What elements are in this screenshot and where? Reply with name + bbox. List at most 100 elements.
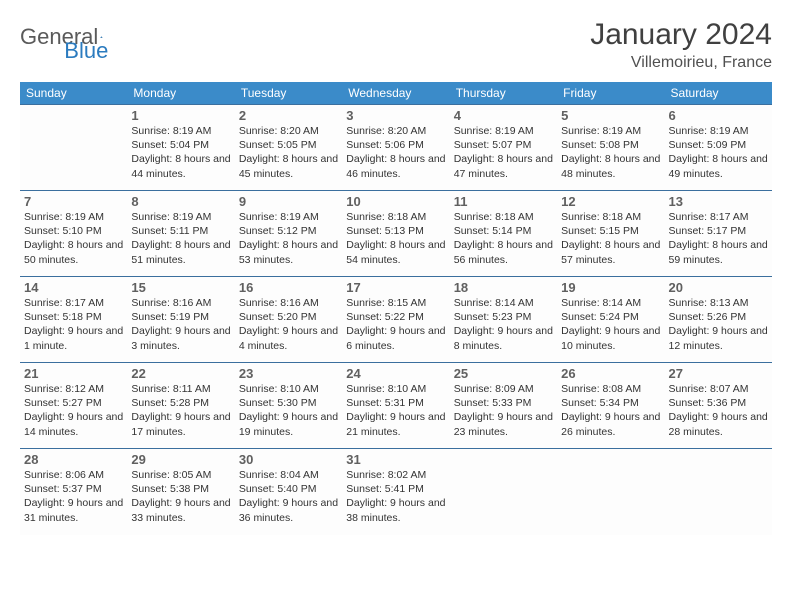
weekday-header: Wednesday [342,82,449,105]
day-info: Sunrise: 8:04 AMSunset: 5:40 PMDaylight:… [239,468,338,525]
header: General Blue January 2024 Villemoirieu, … [20,18,772,72]
calendar-day-cell: 14Sunrise: 8:17 AMSunset: 5:18 PMDayligh… [20,277,127,363]
day-info: Sunrise: 8:20 AMSunset: 5:06 PMDaylight:… [346,124,445,181]
day-info: Sunrise: 8:14 AMSunset: 5:24 PMDaylight:… [561,296,660,353]
day-info: Sunrise: 8:17 AMSunset: 5:17 PMDaylight:… [669,210,768,267]
day-number: 17 [346,280,445,295]
calendar-day-cell [20,105,127,191]
calendar-day-cell: 28Sunrise: 8:06 AMSunset: 5:37 PMDayligh… [20,449,127,535]
day-info: Sunrise: 8:18 AMSunset: 5:14 PMDaylight:… [454,210,553,267]
calendar-day-cell: 31Sunrise: 8:02 AMSunset: 5:41 PMDayligh… [342,449,449,535]
title-block: January 2024 Villemoirieu, France [590,18,772,72]
day-number: 18 [454,280,553,295]
day-number: 9 [239,194,338,209]
calendar-day-cell: 19Sunrise: 8:14 AMSunset: 5:24 PMDayligh… [557,277,664,363]
calendar-week-row: 21Sunrise: 8:12 AMSunset: 5:27 PMDayligh… [20,363,772,449]
calendar-day-cell: 30Sunrise: 8:04 AMSunset: 5:40 PMDayligh… [235,449,342,535]
day-number: 1 [131,108,230,123]
calendar-day-cell: 4Sunrise: 8:19 AMSunset: 5:07 PMDaylight… [450,105,557,191]
day-info: Sunrise: 8:19 AMSunset: 5:04 PMDaylight:… [131,124,230,181]
day-number: 8 [131,194,230,209]
day-info: Sunrise: 8:17 AMSunset: 5:18 PMDaylight:… [24,296,123,353]
day-info: Sunrise: 8:12 AMSunset: 5:27 PMDaylight:… [24,382,123,439]
day-number: 12 [561,194,660,209]
day-info: Sunrise: 8:16 AMSunset: 5:19 PMDaylight:… [131,296,230,353]
day-info: Sunrise: 8:06 AMSunset: 5:37 PMDaylight:… [24,468,123,525]
calendar-day-cell: 8Sunrise: 8:19 AMSunset: 5:11 PMDaylight… [127,191,234,277]
calendar-day-cell: 29Sunrise: 8:05 AMSunset: 5:38 PMDayligh… [127,449,234,535]
day-number: 15 [131,280,230,295]
day-info: Sunrise: 8:13 AMSunset: 5:26 PMDaylight:… [669,296,768,353]
day-info: Sunrise: 8:18 AMSunset: 5:15 PMDaylight:… [561,210,660,267]
day-number: 28 [24,452,123,467]
calendar-week-row: 1Sunrise: 8:19 AMSunset: 5:04 PMDaylight… [20,105,772,191]
day-info: Sunrise: 8:15 AMSunset: 5:22 PMDaylight:… [346,296,445,353]
day-number: 26 [561,366,660,381]
day-info: Sunrise: 8:09 AMSunset: 5:33 PMDaylight:… [454,382,553,439]
calendar-day-cell: 25Sunrise: 8:09 AMSunset: 5:33 PMDayligh… [450,363,557,449]
day-number: 23 [239,366,338,381]
logo: General Blue [20,24,170,50]
day-info: Sunrise: 8:07 AMSunset: 5:36 PMDaylight:… [669,382,768,439]
day-number: 11 [454,194,553,209]
calendar-day-cell: 7Sunrise: 8:19 AMSunset: 5:10 PMDaylight… [20,191,127,277]
day-number: 30 [239,452,338,467]
calendar-day-cell: 6Sunrise: 8:19 AMSunset: 5:09 PMDaylight… [665,105,772,191]
weekday-header: Monday [127,82,234,105]
day-number: 6 [669,108,768,123]
day-number: 27 [669,366,768,381]
day-info: Sunrise: 8:05 AMSunset: 5:38 PMDaylight:… [131,468,230,525]
calendar-day-cell: 16Sunrise: 8:16 AMSunset: 5:20 PMDayligh… [235,277,342,363]
page-title: January 2024 [590,18,772,52]
day-number: 4 [454,108,553,123]
weekday-header: Sunday [20,82,127,105]
day-number: 7 [24,194,123,209]
calendar-day-cell [450,449,557,535]
day-info: Sunrise: 8:18 AMSunset: 5:13 PMDaylight:… [346,210,445,267]
calendar-day-cell: 21Sunrise: 8:12 AMSunset: 5:27 PMDayligh… [20,363,127,449]
day-number: 14 [24,280,123,295]
day-info: Sunrise: 8:20 AMSunset: 5:05 PMDaylight:… [239,124,338,181]
day-info: Sunrise: 8:10 AMSunset: 5:30 PMDaylight:… [239,382,338,439]
calendar-day-cell: 20Sunrise: 8:13 AMSunset: 5:26 PMDayligh… [665,277,772,363]
calendar-day-cell: 17Sunrise: 8:15 AMSunset: 5:22 PMDayligh… [342,277,449,363]
weekday-header-row: SundayMondayTuesdayWednesdayThursdayFrid… [20,82,772,105]
day-number: 31 [346,452,445,467]
day-info: Sunrise: 8:19 AMSunset: 5:11 PMDaylight:… [131,210,230,267]
weekday-header: Tuesday [235,82,342,105]
day-info: Sunrise: 8:08 AMSunset: 5:34 PMDaylight:… [561,382,660,439]
day-number: 25 [454,366,553,381]
day-info: Sunrise: 8:19 AMSunset: 5:12 PMDaylight:… [239,210,338,267]
day-number: 22 [131,366,230,381]
calendar-day-cell: 24Sunrise: 8:10 AMSunset: 5:31 PMDayligh… [342,363,449,449]
calendar-day-cell: 12Sunrise: 8:18 AMSunset: 5:15 PMDayligh… [557,191,664,277]
calendar-day-cell: 13Sunrise: 8:17 AMSunset: 5:17 PMDayligh… [665,191,772,277]
calendar-day-cell: 23Sunrise: 8:10 AMSunset: 5:30 PMDayligh… [235,363,342,449]
day-number: 13 [669,194,768,209]
calendar-day-cell: 1Sunrise: 8:19 AMSunset: 5:04 PMDaylight… [127,105,234,191]
calendar-day-cell: 26Sunrise: 8:08 AMSunset: 5:34 PMDayligh… [557,363,664,449]
day-info: Sunrise: 8:14 AMSunset: 5:23 PMDaylight:… [454,296,553,353]
calendar-table: SundayMondayTuesdayWednesdayThursdayFrid… [20,82,772,535]
day-number: 2 [239,108,338,123]
calendar-week-row: 7Sunrise: 8:19 AMSunset: 5:10 PMDaylight… [20,191,772,277]
day-info: Sunrise: 8:10 AMSunset: 5:31 PMDaylight:… [346,382,445,439]
calendar-day-cell: 18Sunrise: 8:14 AMSunset: 5:23 PMDayligh… [450,277,557,363]
calendar-day-cell: 10Sunrise: 8:18 AMSunset: 5:13 PMDayligh… [342,191,449,277]
calendar-day-cell: 27Sunrise: 8:07 AMSunset: 5:36 PMDayligh… [665,363,772,449]
day-info: Sunrise: 8:19 AMSunset: 5:09 PMDaylight:… [669,124,768,181]
calendar-day-cell: 9Sunrise: 8:19 AMSunset: 5:12 PMDaylight… [235,191,342,277]
day-info: Sunrise: 8:19 AMSunset: 5:07 PMDaylight:… [454,124,553,181]
day-number: 3 [346,108,445,123]
weekday-header: Saturday [665,82,772,105]
weekday-header: Thursday [450,82,557,105]
day-number: 29 [131,452,230,467]
calendar-day-cell: 11Sunrise: 8:18 AMSunset: 5:14 PMDayligh… [450,191,557,277]
page-subtitle: Villemoirieu, France [590,54,772,72]
calendar-day-cell: 3Sunrise: 8:20 AMSunset: 5:06 PMDaylight… [342,105,449,191]
calendar-day-cell: 2Sunrise: 8:20 AMSunset: 5:05 PMDaylight… [235,105,342,191]
calendar-day-cell: 22Sunrise: 8:11 AMSunset: 5:28 PMDayligh… [127,363,234,449]
day-number: 5 [561,108,660,123]
day-info: Sunrise: 8:16 AMSunset: 5:20 PMDaylight:… [239,296,338,353]
day-number: 20 [669,280,768,295]
